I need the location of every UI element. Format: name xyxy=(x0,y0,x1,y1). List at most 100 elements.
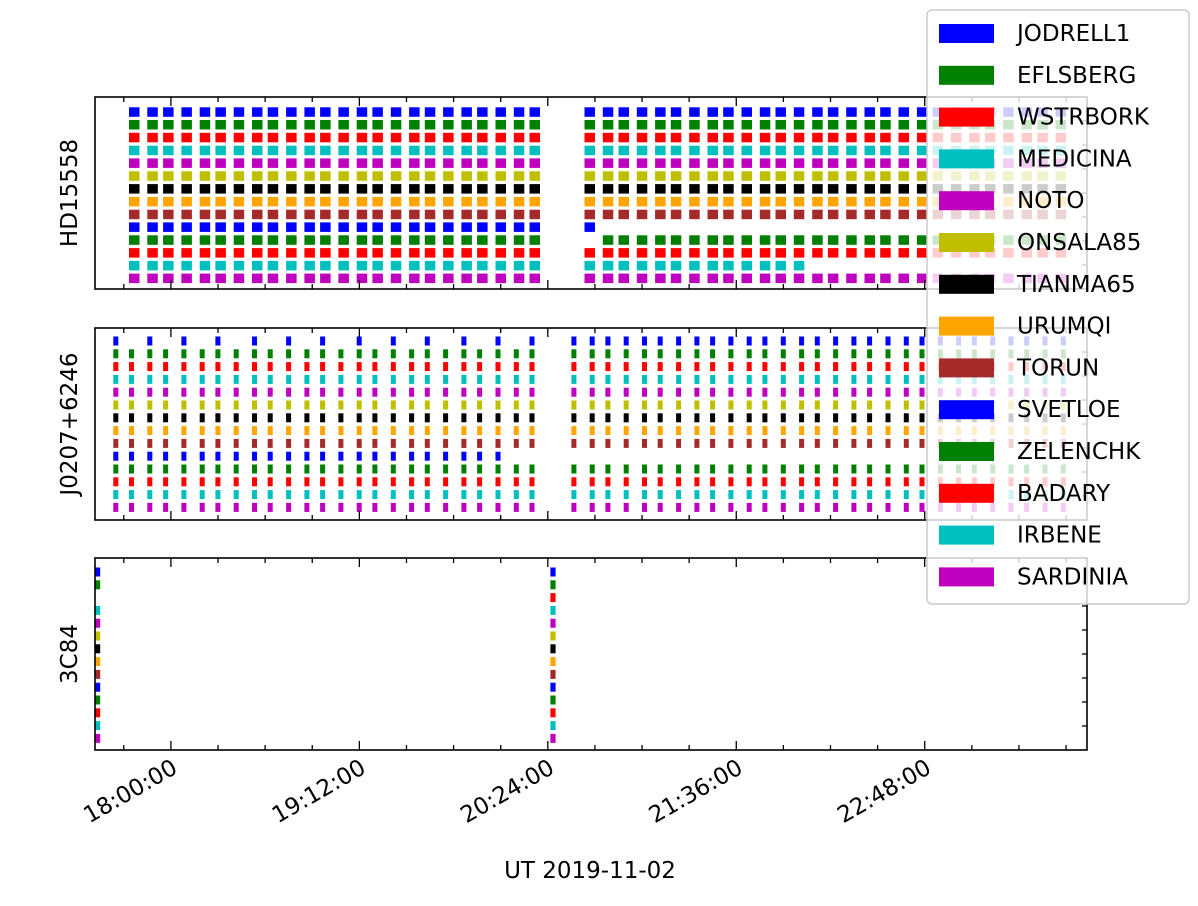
scan-mark xyxy=(694,336,700,346)
scan-mark xyxy=(636,132,648,143)
scan-mark xyxy=(129,158,140,168)
scan-mark xyxy=(163,349,169,359)
legend-swatch xyxy=(939,316,994,336)
legend-label: ONSALA85 xyxy=(1017,230,1141,256)
scan-mark xyxy=(409,158,420,168)
scan-mark xyxy=(390,184,402,194)
scan-mark xyxy=(356,145,368,156)
scan-mark xyxy=(424,490,430,500)
scan-mark xyxy=(424,107,436,117)
scan-mark xyxy=(513,248,525,258)
scan-mark xyxy=(409,400,415,410)
scan-mark xyxy=(409,387,415,397)
scan-mark xyxy=(880,107,891,117)
scan-mark xyxy=(762,349,768,359)
scan-mark xyxy=(286,158,297,168)
scan-mark xyxy=(676,349,682,359)
scan-mark xyxy=(233,464,239,474)
scan-mark xyxy=(550,567,556,577)
scan-mark xyxy=(670,196,682,207)
scan-mark xyxy=(233,400,239,410)
scan-mark xyxy=(252,184,263,194)
scan-mark xyxy=(812,209,823,220)
scan-mark xyxy=(762,438,768,448)
scan-mark xyxy=(851,464,857,474)
scan-mark xyxy=(676,502,682,512)
scan-mark xyxy=(710,426,716,436)
scan-mark xyxy=(867,438,873,448)
scan-mark xyxy=(163,413,169,423)
scan-mark xyxy=(477,107,488,117)
scan-mark xyxy=(477,209,488,220)
scan-mark xyxy=(495,438,501,448)
scan-mark xyxy=(529,336,535,346)
scan-mark xyxy=(163,374,169,384)
scan-mark xyxy=(919,502,925,512)
scan-mark xyxy=(741,132,752,143)
scan-mark xyxy=(129,362,134,372)
scan-mark xyxy=(113,400,119,410)
scan-mark xyxy=(461,336,467,346)
scan-mark xyxy=(642,387,647,397)
scan-mark xyxy=(655,184,666,194)
scan-mark xyxy=(443,209,454,220)
scan-mark xyxy=(689,248,700,258)
scan-mark xyxy=(589,477,595,487)
scan-mark xyxy=(775,120,786,130)
scan-mark xyxy=(252,336,257,346)
scan-mark xyxy=(477,374,483,384)
scan-mark xyxy=(694,438,700,448)
scan-mark xyxy=(443,222,454,232)
scan-mark xyxy=(129,248,140,258)
scan-mark xyxy=(372,413,378,423)
scan-mark xyxy=(741,248,752,258)
scan-mark xyxy=(919,464,925,474)
scan-mark xyxy=(147,132,158,143)
scan-mark xyxy=(529,248,540,258)
scan-mark xyxy=(864,132,875,143)
scan-mark xyxy=(461,107,472,117)
scan-mark xyxy=(623,400,629,410)
legend-swatch xyxy=(939,107,994,127)
y-axis-label-panel-2: J0207+6246 xyxy=(57,352,83,497)
scan-mark xyxy=(655,132,666,143)
scan-mark xyxy=(657,502,663,512)
scan-mark xyxy=(898,248,909,258)
scan-mark xyxy=(286,362,292,372)
scan-mark xyxy=(657,426,663,436)
scan-mark xyxy=(409,209,420,220)
scan-mark xyxy=(443,362,449,372)
scan-mark xyxy=(390,451,396,461)
scan-mark xyxy=(793,132,805,143)
scan-mark xyxy=(495,451,501,461)
scan-mark xyxy=(657,464,663,474)
scan-mark xyxy=(461,120,472,130)
scan-mark xyxy=(233,235,245,245)
scan-mark xyxy=(461,171,472,181)
scan-mark xyxy=(851,336,857,346)
scan-mark xyxy=(356,132,368,143)
scan-mark xyxy=(728,438,734,448)
scan-mark xyxy=(129,222,140,232)
scan-mark xyxy=(670,158,682,168)
scan-mark xyxy=(728,413,734,423)
scan-mark xyxy=(605,362,611,372)
scan-mark xyxy=(723,196,734,207)
scan-mark xyxy=(477,387,483,397)
scan-mark xyxy=(571,413,577,423)
scan-mark xyxy=(707,145,718,156)
scan-mark xyxy=(267,184,279,194)
scan-mark xyxy=(163,362,169,372)
scan-mark xyxy=(181,464,187,474)
scan-mark xyxy=(286,120,297,130)
scan-mark xyxy=(550,657,556,667)
scan-mark xyxy=(147,222,158,232)
scan-mark xyxy=(898,209,909,220)
scan-mark xyxy=(759,120,771,130)
scan-mark xyxy=(759,158,771,168)
scan-mark xyxy=(670,171,682,181)
scan-mark xyxy=(846,196,857,207)
scan-mark xyxy=(129,502,134,512)
scan-mark xyxy=(571,464,577,474)
scan-mark xyxy=(916,235,928,245)
